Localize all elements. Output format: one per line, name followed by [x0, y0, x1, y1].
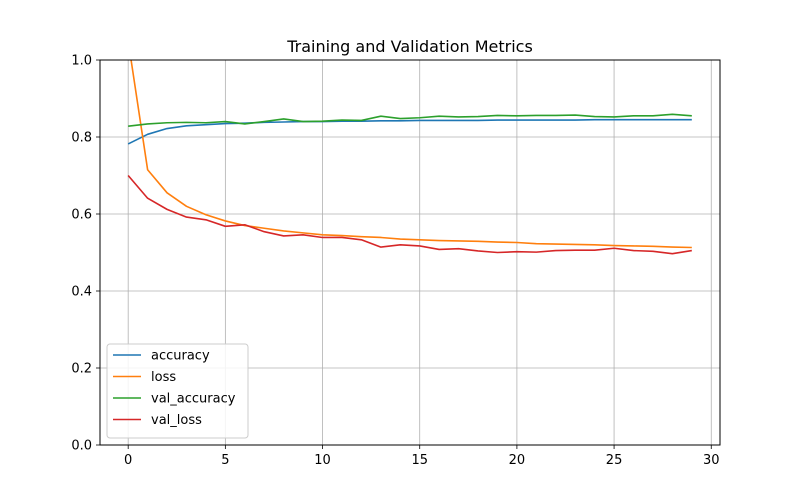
legend-label: val_loss [151, 413, 202, 428]
y-tick-label: 0.0 [71, 439, 92, 454]
y-tick-label: 0.8 [71, 131, 92, 146]
chart-title: Training and Validation Metrics [286, 37, 533, 56]
axis-ticks: 0 5 10 15 20 25 30 0.0 0.2 0.4 0.6 0.8 1.0 [71, 54, 719, 469]
y-tick-label: 0.2 [71, 362, 92, 377]
x-tick-label: 0 [124, 453, 132, 468]
legend-box [106, 343, 249, 439]
x-tick-label: 15 [411, 453, 428, 468]
x-tick-label: 10 [314, 453, 331, 468]
y-tick-label: 0.6 [71, 208, 92, 223]
series-line-loss [130, 60, 692, 249]
legend-label: loss [151, 370, 176, 385]
legend-label: val_accuracy [151, 392, 236, 407]
plot-area-frame [99, 59, 721, 446]
series-line-val-loss [127, 174, 692, 255]
y-tick-label: 1.0 [71, 54, 92, 69]
y-tick-label: 0.4 [71, 285, 92, 300]
legend-label: accuracy [151, 349, 210, 364]
series-lines [127, 60, 692, 255]
series-line-val-accuracy [128, 113, 692, 128]
legend: accuracy loss val_accuracy val_loss [106, 343, 249, 439]
series-line-accuracy [127, 118, 692, 145]
x-tick-label: 5 [221, 453, 229, 468]
x-tick-label: 25 [606, 453, 623, 468]
x-tick-label: 20 [509, 453, 526, 468]
x-tick-label: 30 [703, 453, 720, 468]
